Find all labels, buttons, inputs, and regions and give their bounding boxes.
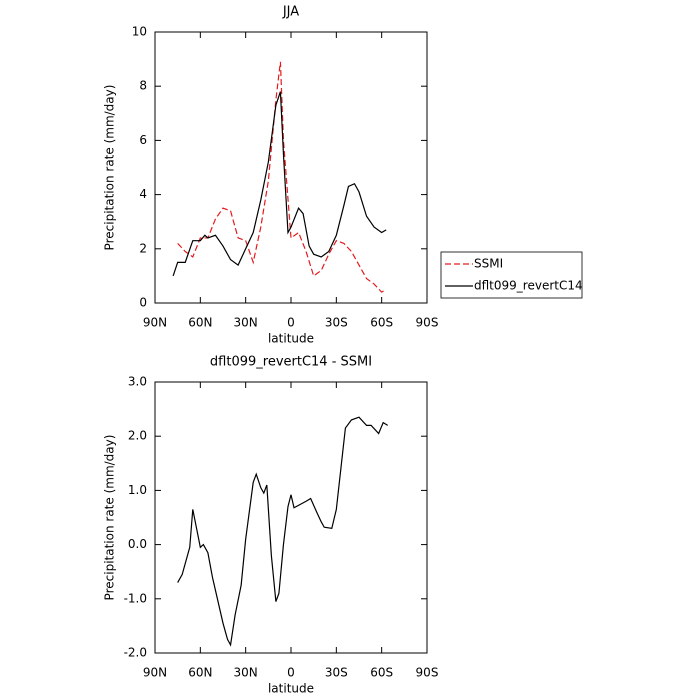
y-tick-label: 0 [139,296,147,310]
x-tick-label: 60N [188,316,212,330]
chart-title: JJA [282,5,299,20]
data-line [177,416,389,647]
x-tick-label: 60S [370,666,393,680]
x-tick-label: 90S [416,316,439,330]
y-tick-label: 1.0 [128,483,147,497]
x-tick-label: 90N [143,316,167,330]
y-tick-label: 2 [139,241,147,255]
x-tick-label: 30N [234,316,258,330]
x-tick-label: 60S [370,316,393,330]
y-tick-label: 4 [139,187,147,201]
plot-frame [154,31,428,304]
x-tick-label: 90N [143,666,167,680]
y-tick-label: 3.0 [128,375,147,389]
x-tick-label: 0 [287,666,295,680]
x-tick-label: 0 [287,316,295,330]
x-tick-label: 60N [188,666,212,680]
x-tick-label: 90S [416,666,439,680]
y-axis-label: Precipitation rate (mm/day) [103,435,117,601]
data-line [172,91,387,277]
y-tick-label: 6 [139,133,147,147]
legend-label: dflt099_revertC14 [474,279,583,293]
y-tick-label: 2.0 [128,429,147,443]
y-tick-label: -2.0 [124,646,147,660]
x-tick-label: 30S [325,666,348,680]
x-tick-label: 30S [325,316,348,330]
legend-label: SSMI [474,257,503,271]
legend-box [440,251,583,299]
y-tick-label: 0.0 [128,537,147,551]
plot-frame [154,381,428,654]
chart-title: dflt099_revertC14 - SSMI [210,355,372,370]
x-axis-label: latitude [268,332,314,346]
data-line [177,61,387,293]
x-tick-label: 30N [234,666,258,680]
y-tick-label: -1.0 [124,591,147,605]
y-tick-label: 10 [132,25,147,39]
y-tick-label: 8 [139,79,147,93]
x-axis-label: latitude [268,682,314,696]
y-axis-label: Precipitation rate (mm/day) [103,85,117,251]
